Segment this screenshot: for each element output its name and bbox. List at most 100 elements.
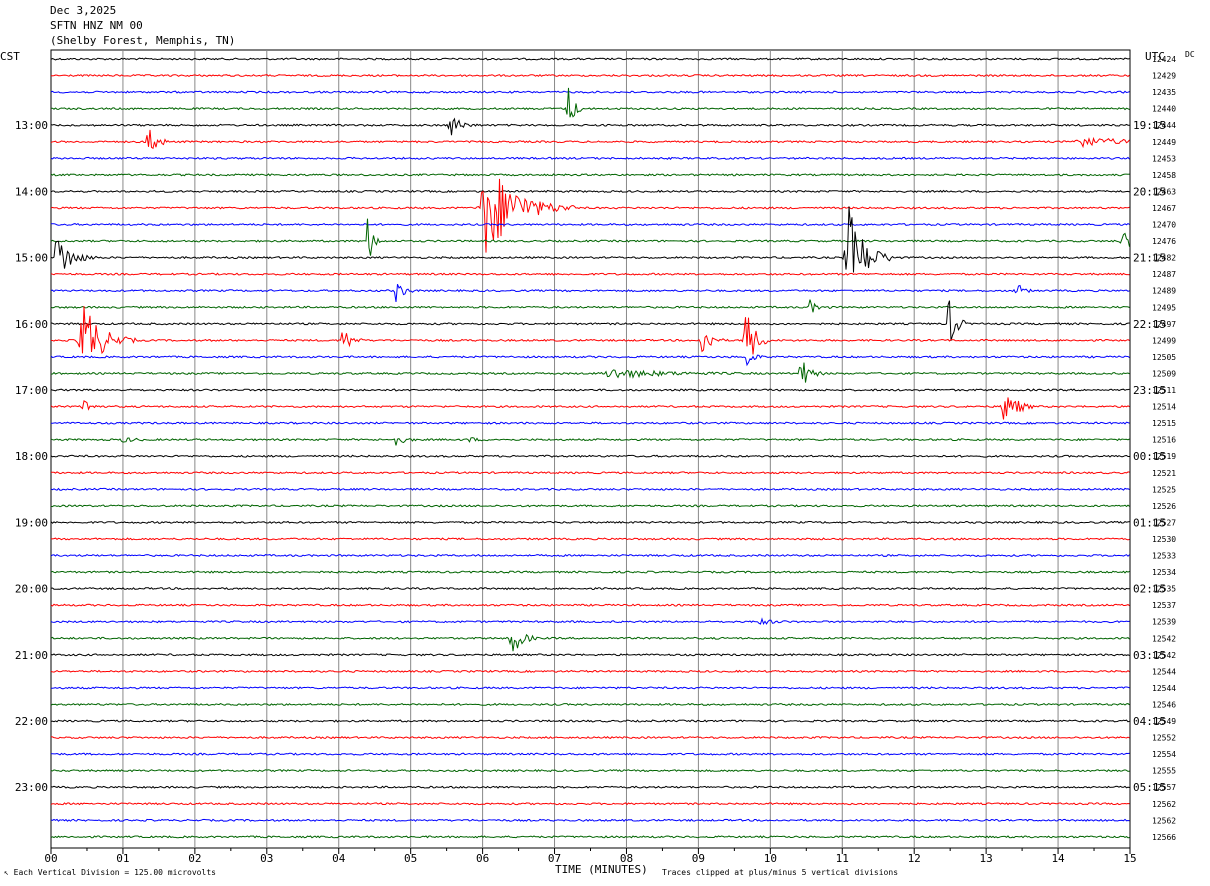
- dc-value-label: 12495: [1152, 303, 1176, 312]
- utc-zone-label: UTC: [1145, 50, 1165, 63]
- seismogram-trace: [50, 769, 1130, 773]
- cst-hour-label: 20:00: [15, 583, 48, 596]
- seismogram-trace: [50, 117, 1130, 136]
- cst-hour-label: 17:00: [15, 384, 48, 397]
- dc-value-label: 12482: [1152, 254, 1176, 263]
- utc-hour-label: 21:15: [1133, 252, 1166, 265]
- x-tick-label: 10: [764, 852, 777, 865]
- seismogram-trace: [51, 686, 1130, 690]
- x-tick-label: 11: [836, 852, 849, 865]
- dc-value-label: 12476: [1152, 237, 1176, 246]
- dc-value-label: 12552: [1152, 734, 1176, 743]
- plot-frame: [50, 49, 1131, 849]
- dc-value-label: 12449: [1152, 138, 1176, 147]
- seismogram-trace: [50, 487, 1130, 491]
- dc-value-label: 12544: [1152, 667, 1176, 676]
- cst-hour-label: 18:00: [15, 450, 48, 463]
- scale-note: ↖ Each Vertical Division = 125.00 microv…: [4, 868, 216, 877]
- utc-hour-label: 05:15: [1133, 781, 1166, 794]
- utc-hour-label: 01:15: [1133, 516, 1166, 529]
- dc-value-label: 12534: [1152, 568, 1176, 577]
- x-tick-label: 14: [1051, 852, 1065, 865]
- dc-value-label: 12539: [1152, 618, 1176, 627]
- cst-hour-label: 19:00: [15, 516, 48, 529]
- dc-value-label: 12562: [1152, 816, 1176, 825]
- dc-value-label: 12516: [1152, 436, 1176, 445]
- seismogram-trace: [50, 617, 1130, 626]
- dc-value-label: 12557: [1152, 783, 1176, 792]
- dc-column-label: DC: [1185, 50, 1195, 59]
- seismogram-trace: [50, 570, 1130, 574]
- dc-value-label: 12440: [1152, 105, 1176, 114]
- dc-value-label: 12521: [1152, 469, 1176, 478]
- seismogram-trace: [50, 537, 1130, 541]
- dc-value-label: 12566: [1152, 833, 1176, 842]
- dc-value-label: 12554: [1152, 750, 1176, 759]
- utc-hour-label: 23:15: [1133, 384, 1166, 397]
- x-tick-label: 06: [476, 852, 489, 865]
- cst-hour-label: 21:00: [15, 649, 48, 662]
- seismogram-trace: [50, 735, 1130, 740]
- dc-value-label: 12535: [1152, 585, 1176, 594]
- x-tick-label: 15: [1123, 852, 1136, 865]
- dc-value-label: 12435: [1152, 88, 1176, 97]
- dc-value-label: 12463: [1152, 187, 1176, 196]
- seismogram-trace: [50, 272, 1130, 276]
- seismogram-trace: [50, 206, 1130, 273]
- utc-hour-label: 20:15: [1133, 185, 1166, 198]
- dc-value-label: 12487: [1152, 270, 1176, 279]
- dc-value-label: 12505: [1152, 353, 1176, 362]
- seismogram-trace: [50, 362, 1130, 383]
- seismogram-trace: [50, 603, 1130, 607]
- dc-value-label: 12424: [1152, 55, 1176, 64]
- station-location: (Shelby Forest, Memphis, TN): [50, 34, 236, 47]
- seismogram-trace: [50, 129, 1130, 150]
- x-axis-label: TIME (MINUTES): [555, 863, 648, 876]
- seismogram-trace: [50, 90, 1130, 94]
- cst-hour-label: 15:00: [15, 252, 48, 265]
- dc-value-label: 12429: [1152, 72, 1176, 81]
- x-tick-label: 08: [620, 852, 633, 865]
- dc-value-label: 12515: [1152, 419, 1176, 428]
- dc-value-label: 12555: [1152, 767, 1176, 776]
- seismogram-trace: [50, 702, 1130, 707]
- seismogram-trace: [50, 73, 1130, 78]
- seismogram-trace: [50, 218, 1130, 256]
- cst-hour-label: 13:00: [15, 119, 48, 132]
- dc-value-label: 12509: [1152, 369, 1176, 378]
- seismogram-trace: [50, 300, 1130, 341]
- seismogram-trace: [50, 354, 1130, 367]
- utc-hour-label: 02:15: [1133, 583, 1166, 596]
- seismogram-trace: [50, 818, 1130, 822]
- dc-value-label: 12497: [1152, 320, 1176, 329]
- dc-value-label: 12533: [1152, 552, 1176, 561]
- utc-hour-label: 22:15: [1133, 318, 1166, 331]
- dc-value-label: 12514: [1152, 403, 1176, 412]
- dc-value-label: 12499: [1152, 336, 1176, 345]
- x-tick-label: 01: [116, 852, 129, 865]
- seismogram-trace: [50, 173, 1130, 177]
- x-tick-label: 09: [692, 852, 705, 865]
- x-tick-label: 13: [980, 852, 993, 865]
- seismogram-trace: [50, 189, 1130, 193]
- station-name: SFTN HNZ NM 00: [50, 19, 143, 32]
- seismogram-trace: [50, 87, 1130, 118]
- utc-hour-label: 03:15: [1133, 649, 1166, 662]
- seismogram-trace: [50, 284, 1130, 302]
- seismogram-trace: [50, 586, 1130, 591]
- dc-value-label: 12519: [1152, 452, 1176, 461]
- seismogram-trace: [51, 471, 1130, 475]
- seismogram-trace: [50, 397, 1130, 420]
- dc-value-label: 12544: [1152, 684, 1176, 693]
- seismogram-trace: [50, 553, 1130, 558]
- dc-value-label: 12453: [1152, 154, 1176, 163]
- seismogram-trace: [50, 178, 1130, 253]
- x-tick-label: 03: [260, 852, 273, 865]
- clip-note: Traces clipped at plus/minus 5 vertical …: [662, 868, 899, 877]
- dc-value-label: 12530: [1152, 535, 1176, 544]
- seismogram-trace: [50, 454, 1130, 458]
- seismogram-trace: [50, 156, 1130, 160]
- seismogram-trace: [50, 421, 1130, 425]
- x-tick-label: 00: [44, 852, 57, 865]
